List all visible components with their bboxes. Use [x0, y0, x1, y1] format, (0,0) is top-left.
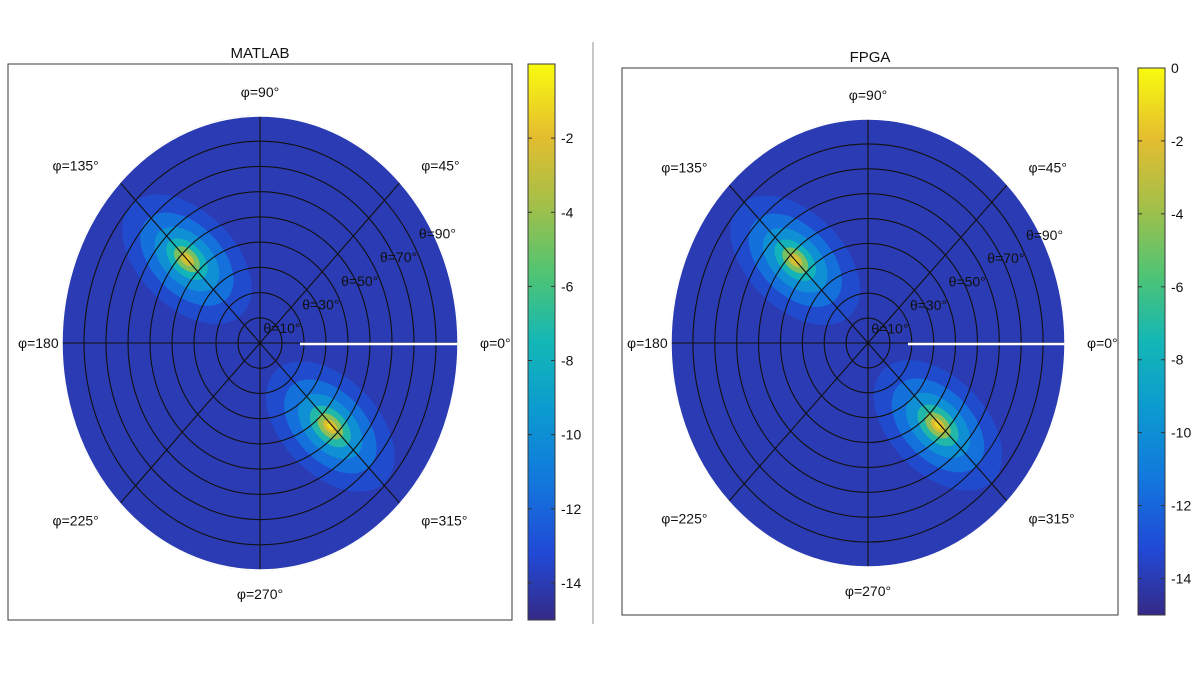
chart-title: FPGA: [850, 49, 891, 66]
theta-tick-label: θ=30°: [910, 297, 947, 313]
phi-label: φ=45°: [421, 158, 459, 174]
colorbar-tick-label: -12: [1171, 498, 1191, 514]
phi-label: φ=315°: [421, 512, 467, 528]
phi-spoke: [119, 342, 261, 504]
phi-spoke: [728, 342, 869, 502]
polar-grid: [670, 118, 1066, 568]
colorbar-tick-label: -4: [561, 204, 574, 220]
polar-plot-1: MATLAB θ=10°θ=30°θ=50°θ=70°θ=90° φ=0° φ=45°…: [7, 45, 581, 621]
theta-tick-label: θ=10°: [871, 320, 908, 336]
theta-tick-label: θ=70°: [987, 250, 1024, 266]
colorbar-tick-label: -8: [1171, 352, 1184, 368]
phi-label: φ=225°: [661, 510, 707, 526]
phi-label: φ=315°: [1029, 510, 1075, 526]
phi-spoke: [259, 342, 401, 504]
phi-label: φ=90°: [241, 84, 279, 100]
colorbar-tick-label: -6: [561, 278, 574, 294]
disk-edge: [61, 115, 459, 571]
colorbar-tick-label: -2: [1171, 133, 1184, 149]
phi-spoke: [119, 182, 261, 344]
colorbar-tick-label: -10: [561, 427, 581, 443]
theta-tick-label: θ=90°: [419, 225, 456, 241]
colorbar-tick-label: -12: [561, 501, 581, 517]
phi-label: φ=270°: [845, 583, 891, 599]
phi-label: φ=225°: [53, 512, 99, 528]
phi-label: φ=90°: [849, 87, 887, 103]
theta-tick-label: θ=90°: [1026, 227, 1063, 243]
phi-label: φ=135°: [661, 160, 707, 176]
colorbar-tick-label: -14: [561, 575, 581, 591]
theta-tick-label: θ=70°: [380, 249, 417, 265]
colorbar: [1137, 67, 1166, 616]
chart-title: MATLAB: [231, 45, 290, 62]
polar-plot-2: FPGA θ=10°θ=30°θ=50°θ=70°θ=90° φ=0° φ=45° φ=…: [621, 49, 1191, 616]
colorbar-tick-label: -6: [1171, 279, 1184, 295]
phi-spoke: [728, 184, 869, 344]
phi-label: φ=0°: [480, 335, 511, 351]
colorbar-tick-label: -8: [561, 353, 574, 369]
colorbar-tick-label: -4: [1171, 206, 1184, 222]
phi-label: φ=180: [627, 335, 668, 351]
colorbar: [527, 63, 556, 621]
disk-edge: [670, 118, 1066, 568]
phi-label: φ=270°: [237, 586, 283, 602]
polar-grid: [61, 115, 459, 571]
colorbar-tick-label: -14: [1171, 571, 1191, 587]
phi-label: φ=135°: [53, 158, 99, 174]
theta-tick-label: θ=50°: [949, 274, 986, 290]
colorbar-tick-label: -10: [1171, 425, 1191, 441]
phi-label: φ=180: [18, 335, 59, 351]
theta-tick-label: θ=30°: [302, 296, 339, 312]
phi-label: φ=0°: [1087, 335, 1118, 351]
panel-divider: [592, 42, 594, 624]
phi-label: φ=45°: [1029, 160, 1067, 176]
phi-spoke: [867, 342, 1008, 502]
phi-spoke: [867, 184, 1008, 344]
theta-tick-label: θ=10°: [263, 320, 300, 336]
theta-tick-label: θ=50°: [341, 273, 378, 289]
colorbar-tick-label: -2: [561, 130, 574, 146]
phi-spoke: [259, 182, 401, 344]
colorbar-tick-label: 0: [1171, 60, 1179, 76]
